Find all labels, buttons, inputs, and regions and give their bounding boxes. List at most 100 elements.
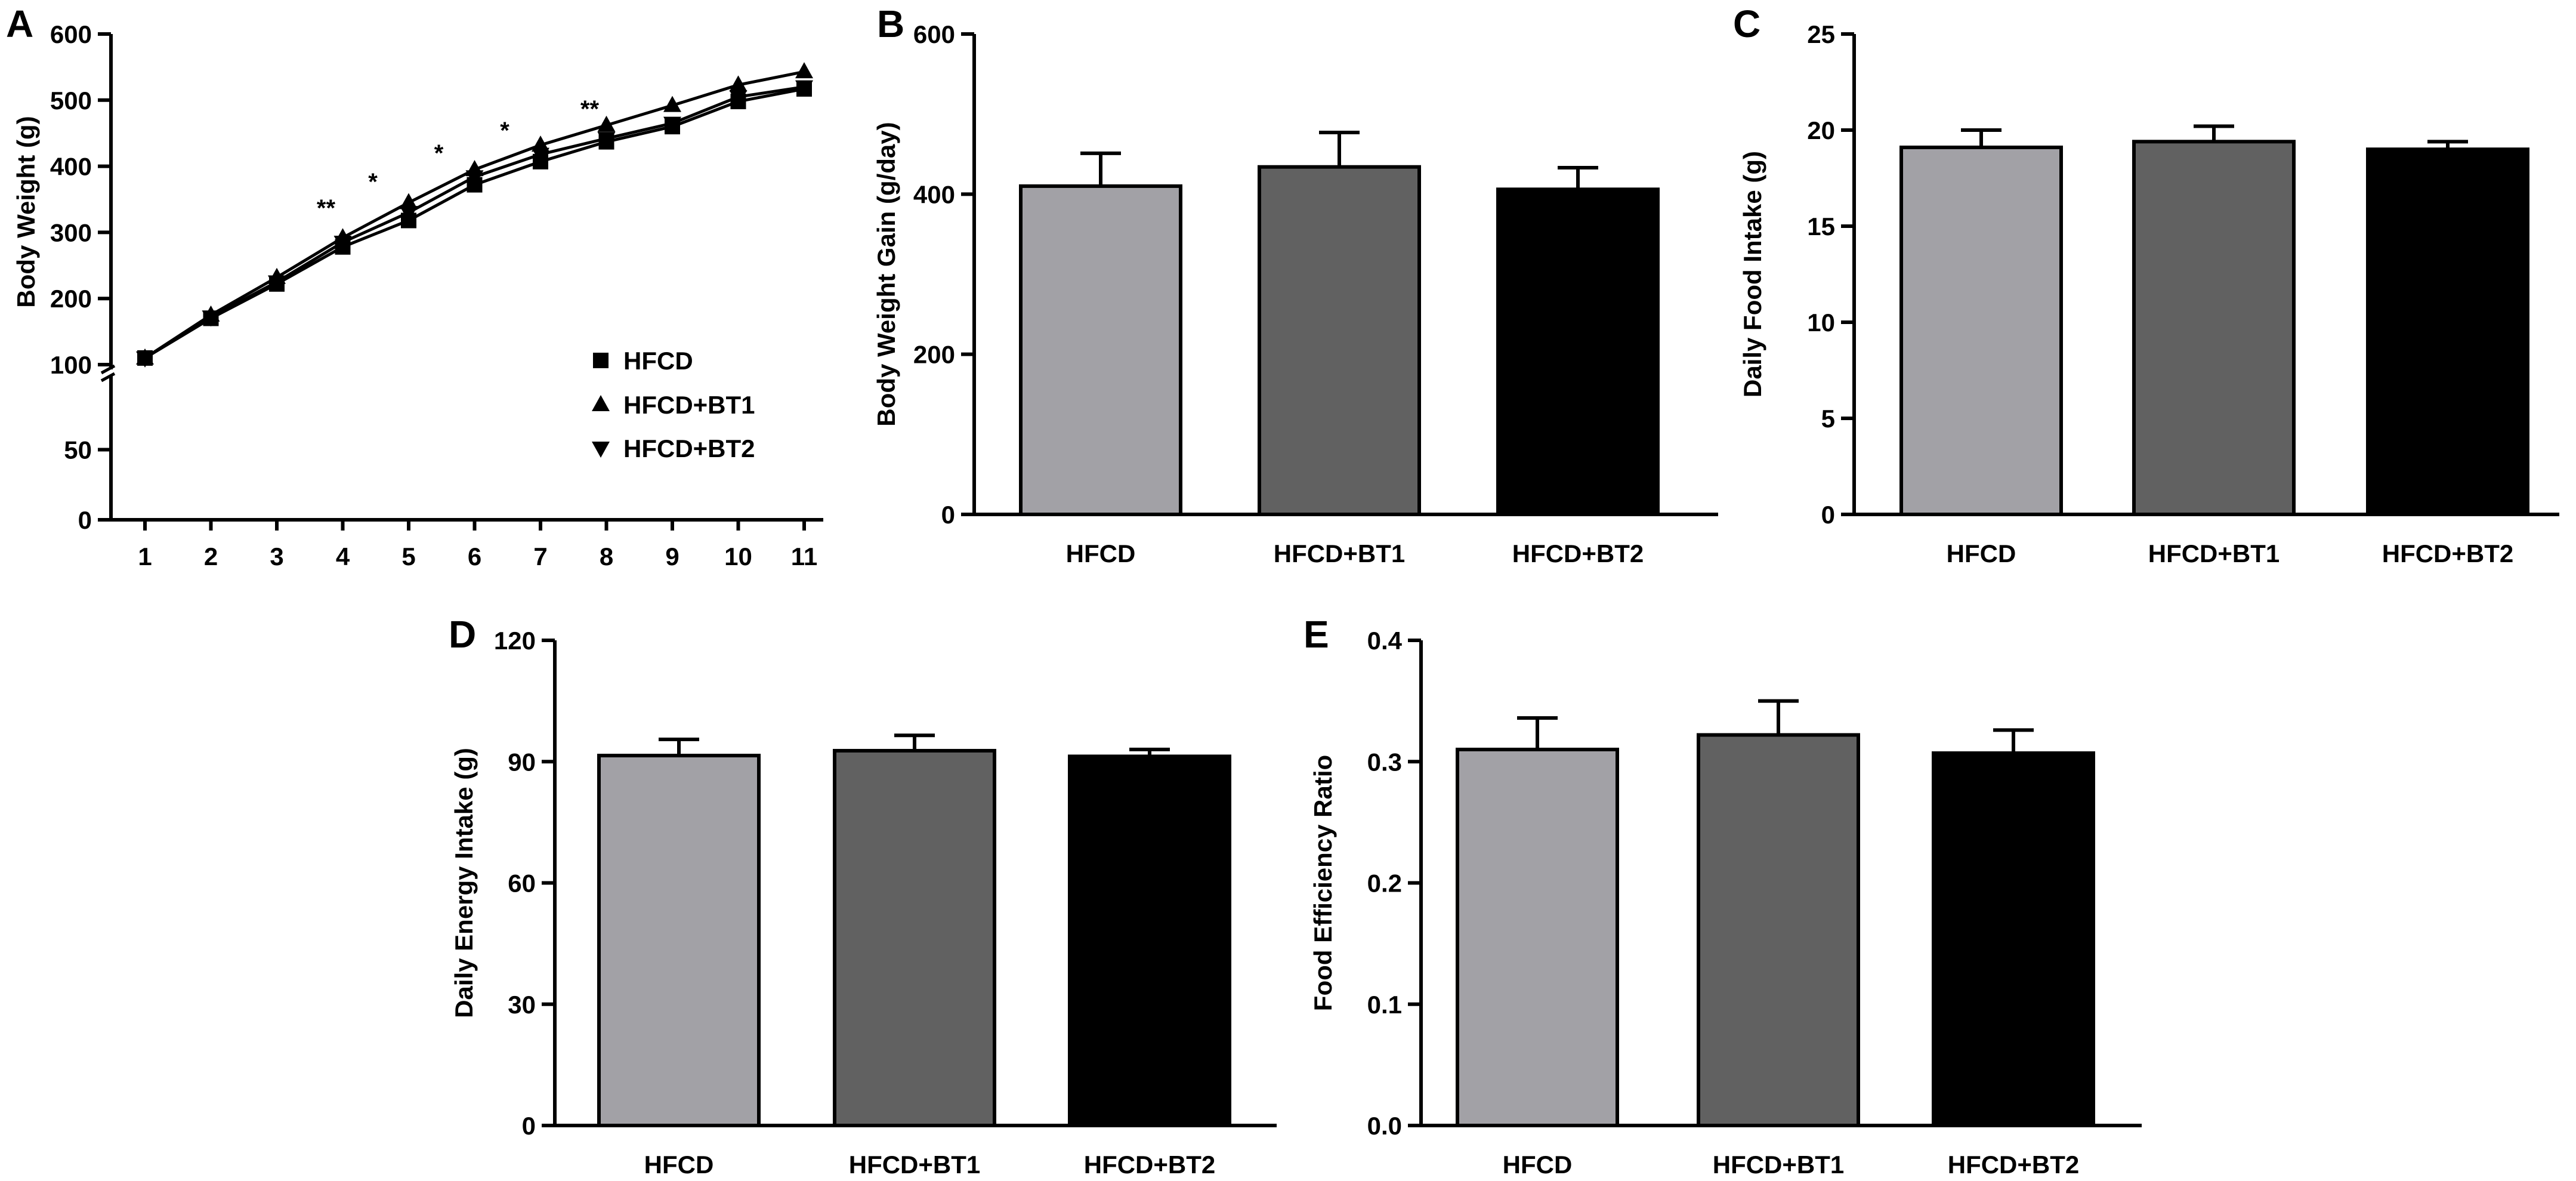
panel-letter: B (877, 2, 904, 45)
category-label: HFCD+BT1 (849, 1151, 981, 1179)
y-tick-label: 15 (1807, 212, 1835, 240)
y-tick-label: 0 (78, 506, 92, 534)
category-label: HFCD+BT2 (1084, 1151, 1216, 1179)
data-point (795, 80, 813, 97)
category-label: HFCD (644, 1151, 714, 1179)
y-tick-label: 25 (1807, 20, 1835, 48)
legend-marker-triangle-down (592, 442, 610, 458)
panel-c: C HFCD HFCD+BT1 HFCD+BT2 0 5 10 15 20 25 Daily Foo… (1733, 2, 2559, 568)
x-tick-label: 2 (204, 542, 218, 571)
legend-label: HFCD (623, 347, 693, 375)
category-label: HFCD+BT1 (1713, 1151, 1845, 1179)
x-tick-label: 10 (724, 542, 752, 571)
category-label: HFCD+BT2 (1512, 539, 1644, 568)
bar-hfcd (1456, 747, 1619, 1128)
x-tick-label: 7 (533, 542, 547, 571)
panel-letter: C (1733, 2, 1760, 45)
x-tick-label: 3 (270, 542, 283, 571)
y-tick-label: 100 (50, 351, 92, 379)
y-tick-label: 0.4 (1367, 627, 1403, 655)
y-axis-title: Body Weight Gain (g/day) (872, 122, 900, 426)
series-line-hfcd (144, 87, 805, 360)
y-tick-label: 300 (50, 218, 92, 246)
bar-hfcd (1019, 184, 1182, 516)
legend-label: HFCD+BT2 (623, 434, 755, 462)
bar-hfcd-bt2 (1496, 187, 1660, 516)
series-line-hfcd-bt2 (144, 85, 805, 360)
data-point (729, 75, 748, 92)
data-point (532, 147, 549, 164)
category-label: HFCD (1066, 539, 1136, 568)
data-point (400, 193, 418, 209)
y-tick-label: 0 (522, 1112, 536, 1140)
bar-hfcd (597, 754, 761, 1127)
x-tick-label: 9 (665, 542, 679, 571)
x-tick-label: 4 (336, 542, 350, 571)
legend-label: HFCD+BT1 (623, 391, 755, 419)
significance-mark: * (500, 118, 509, 144)
data-point (268, 275, 286, 292)
y-axis-title: Daily Food Intake (g) (1738, 151, 1766, 397)
bar-hfcd-bt2 (1932, 751, 2095, 1127)
data-point (465, 170, 484, 187)
data-point (400, 206, 418, 223)
axis-break-mark (100, 372, 116, 383)
bar-hfcd-bt2 (2366, 147, 2529, 516)
legend-marker-triangle-up (592, 395, 610, 411)
data-point (597, 115, 616, 132)
bar-hfcd-bt1 (833, 748, 996, 1127)
data-point (729, 90, 748, 107)
bar-hfcd-bt2 (1068, 754, 1231, 1127)
data-point (795, 62, 813, 79)
y-tick-label: 120 (494, 627, 536, 655)
category-label: HFCD (1503, 1151, 1573, 1179)
y-axis-title: Body Weight (g) (12, 116, 40, 307)
data-point (663, 116, 681, 133)
y-tick-label: 60 (508, 869, 536, 898)
panel-letter: E (1304, 613, 1329, 656)
y-tick-label: 200 (913, 341, 955, 369)
significance-mark: ** (580, 96, 600, 122)
bar-hfcd-bt1 (2132, 140, 2296, 516)
y-tick-label: 90 (508, 748, 536, 776)
category-label: HFCD+BT2 (2382, 539, 2514, 568)
data-point (136, 351, 154, 368)
category-label: HFCD+BT1 (1274, 539, 1406, 568)
panel-b: B HFCD HFCD+BT1 HFCD+BT2 0 200 400 600 Body Weig… (872, 2, 1718, 568)
significance-mark: * (368, 169, 378, 195)
data-point (597, 132, 616, 149)
y-tick-label: 0.0 (1367, 1112, 1402, 1140)
significance-mark: * (434, 140, 444, 166)
category-label: HFCD+BT1 (2148, 539, 2280, 568)
y-tick-label: 0 (941, 501, 955, 529)
bar-hfcd-bt1 (1258, 165, 1421, 516)
y-tick-label: 0.3 (1367, 748, 1402, 776)
panel-a: A 100 200 300 400 500 600 0 50 1 2 3 4 5 6 7 8 9 10 11 Body … (6, 2, 823, 571)
data-point (333, 236, 352, 252)
panel-letter: A (6, 2, 33, 45)
x-tick-label: 6 (468, 542, 481, 571)
y-tick-label: 50 (64, 436, 92, 464)
y-tick-label: 0.2 (1367, 869, 1402, 898)
axis-break-mark (100, 364, 116, 375)
y-axis-title: Daily Energy Intake (g) (450, 748, 478, 1018)
y-tick-label: 20 (1807, 116, 1835, 144)
x-tick-label: 11 (791, 542, 817, 571)
panel-e: E HFCD HFCD+BT1 HFCD+BT2 0.0 0.1 0.2 0.3 0.4 Food… (1304, 613, 2142, 1179)
y-tick-label: 400 (50, 153, 92, 181)
y-tick-label: 0 (1821, 501, 1835, 529)
x-tick-label: 5 (401, 542, 415, 571)
x-tick-label: 1 (138, 542, 152, 571)
legend-marker-square (593, 353, 609, 368)
y-tick-label: 200 (50, 285, 92, 313)
y-tick-label: 600 (50, 20, 92, 48)
data-point (532, 135, 549, 152)
category-label: HFCD (1947, 539, 2016, 568)
panel-letter: D (449, 613, 476, 656)
y-tick-label: 600 (913, 20, 955, 48)
data-point (202, 310, 220, 327)
data-point (663, 95, 681, 112)
bar-hfcd (1899, 145, 2063, 517)
legend: HFCD HFCD+BT1 HFCD+BT2 (623, 347, 755, 462)
